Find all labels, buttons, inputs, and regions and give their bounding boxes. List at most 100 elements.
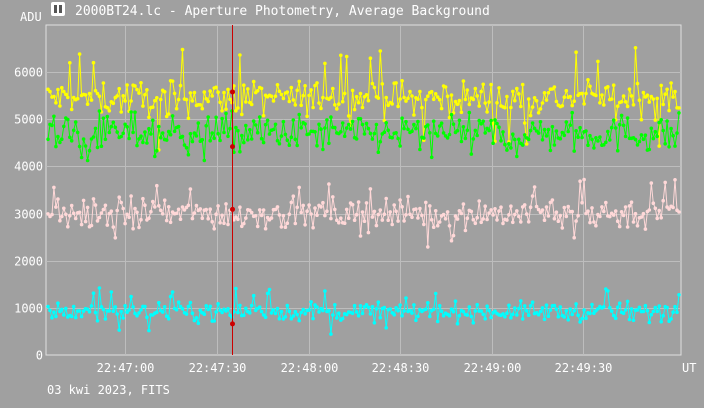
data-point: [623, 100, 628, 104]
data-point: [457, 98, 462, 103]
data-point: [170, 290, 175, 294]
data-point: [477, 118, 482, 123]
data-point: [558, 305, 563, 309]
data-point: [85, 307, 90, 312]
data-point: [238, 149, 242, 154]
data-point: [184, 312, 189, 316]
data-point: [285, 90, 290, 94]
data-point: [635, 308, 640, 312]
data-point: [515, 313, 519, 317]
data-point: [259, 213, 264, 218]
data-point: [410, 129, 414, 133]
data-point: [570, 103, 574, 108]
data-point: [58, 218, 62, 223]
data-point: [174, 307, 179, 312]
data-point: [226, 222, 230, 227]
y-tick-label: 6000: [14, 66, 43, 80]
data-point: [186, 304, 191, 309]
data-point: [360, 105, 365, 110]
data-point: [600, 205, 604, 209]
data-point: [487, 308, 491, 313]
data-point: [277, 316, 282, 321]
data-point: [269, 311, 274, 315]
data-point: [62, 206, 66, 211]
data-point: [249, 303, 254, 308]
data-point: [643, 303, 648, 308]
data-point: [335, 316, 339, 320]
data-point: [402, 95, 406, 100]
data-point: [522, 133, 527, 137]
data-point: [342, 91, 347, 96]
data-point: [182, 143, 187, 147]
data-point: [475, 215, 480, 220]
data-point: [374, 122, 379, 127]
data-point: [471, 97, 476, 102]
data-point: [216, 131, 220, 136]
data-point: [111, 120, 116, 125]
data-point: [271, 308, 276, 312]
data-point: [289, 316, 294, 321]
data-point: [97, 286, 102, 290]
y-tick-label: 3000: [14, 208, 43, 222]
data-point: [558, 136, 563, 141]
data-point: [635, 224, 640, 228]
data-point: [398, 97, 402, 101]
data-point: [196, 321, 201, 326]
data-point: [164, 138, 169, 142]
data-point: [309, 212, 313, 216]
data-point: [269, 94, 274, 98]
data-point: [564, 214, 569, 219]
data-point: [200, 216, 205, 221]
data-point: [54, 144, 58, 149]
data-point: [641, 90, 646, 95]
data-point: [123, 122, 127, 127]
data-point: [139, 81, 143, 85]
data-point: [323, 213, 327, 218]
data-point: [277, 141, 282, 146]
data-point: [105, 105, 110, 110]
data-point: [317, 122, 321, 127]
data-point: [542, 91, 547, 95]
data-point: [570, 110, 574, 115]
data-point: [663, 180, 667, 185]
data-point: [48, 89, 52, 94]
data-point: [248, 311, 252, 315]
data-point: [536, 312, 541, 317]
data-point: [117, 86, 121, 91]
data-point: [52, 185, 56, 190]
data-point: [52, 114, 56, 119]
data-point: [119, 309, 123, 314]
data-point: [275, 138, 280, 143]
data-point: [141, 140, 145, 145]
data-point: [635, 143, 640, 147]
data-point: [526, 137, 531, 142]
data-point: [242, 140, 246, 145]
data-point: [633, 46, 638, 50]
data-point: [164, 314, 169, 319]
data-point: [348, 127, 353, 131]
data-point: [455, 128, 460, 133]
data-point: [598, 214, 602, 219]
data-point: [414, 318, 418, 323]
data-point: [360, 122, 365, 127]
data-point: [499, 139, 503, 143]
data-point: [261, 113, 266, 118]
data-point: [596, 139, 600, 143]
data-point: [519, 299, 523, 303]
data-point: [216, 302, 220, 306]
data-point: [206, 307, 210, 312]
data-point: [360, 210, 365, 214]
data-point: [463, 136, 468, 141]
data-point: [281, 119, 286, 124]
data-point: [56, 134, 60, 139]
data-point: [93, 203, 98, 207]
data-point: [437, 97, 442, 102]
data-point: [653, 206, 658, 211]
data-point: [609, 97, 614, 101]
data-point: [493, 207, 497, 211]
data-point: [279, 134, 284, 138]
data-point: [530, 105, 535, 109]
data-point: [477, 104, 482, 108]
data-point: [107, 109, 112, 113]
